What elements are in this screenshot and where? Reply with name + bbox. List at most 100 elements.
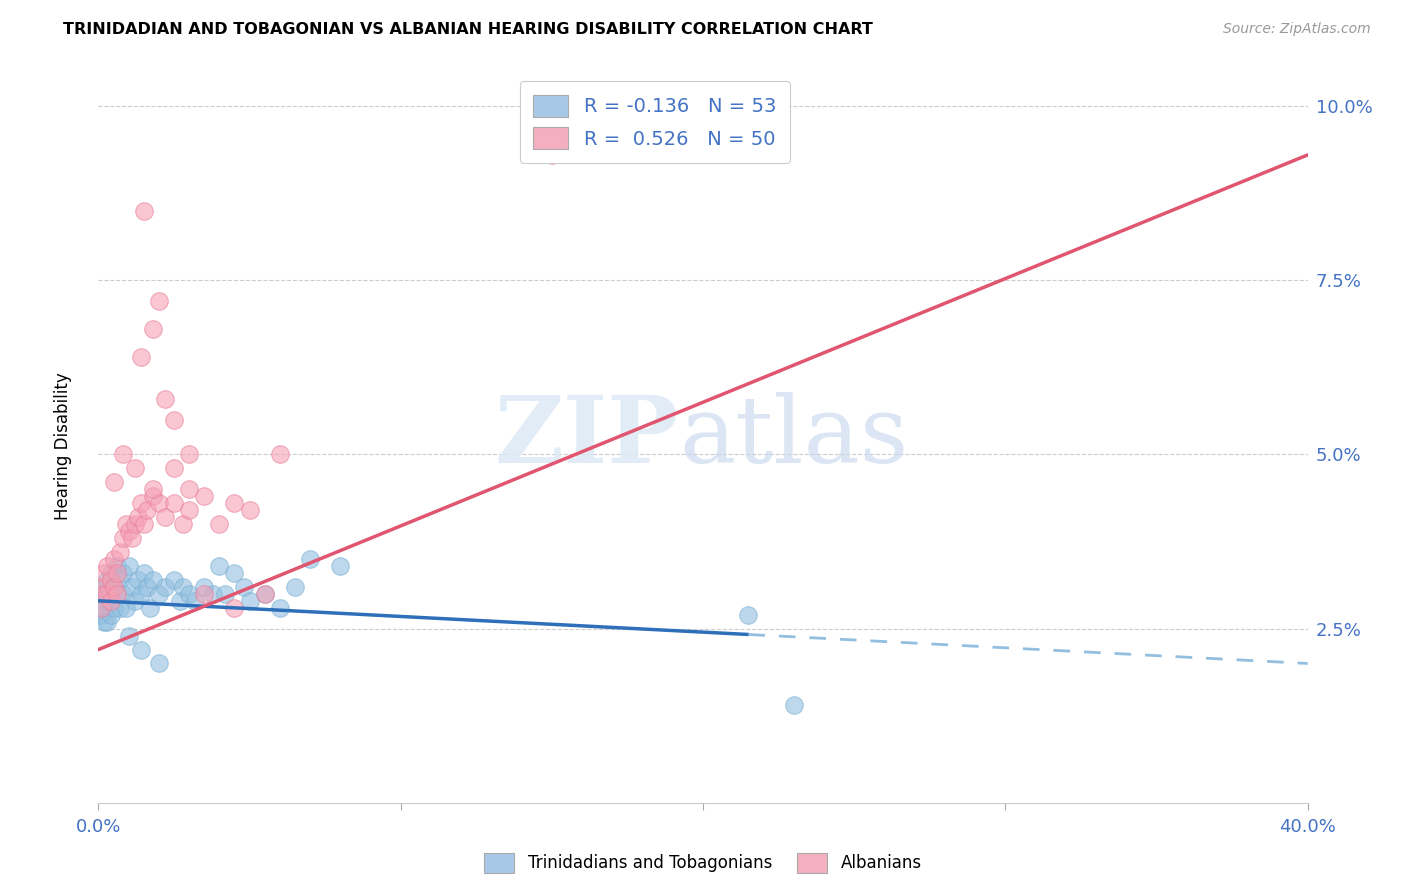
Point	[179, 503, 201, 517]
Point	[96, 558, 118, 573]
Point	[737, 607, 759, 622]
Point	[135, 503, 157, 517]
Point	[90, 607, 112, 622]
Point	[172, 517, 194, 532]
Point	[214, 587, 236, 601]
Point	[93, 566, 115, 580]
Point	[148, 587, 170, 601]
Point	[169, 594, 191, 608]
Point	[93, 587, 115, 601]
Point	[121, 580, 143, 594]
Point	[179, 483, 201, 497]
Point	[96, 615, 118, 629]
Point	[100, 566, 122, 580]
Point	[163, 412, 186, 426]
Point	[103, 580, 125, 594]
Point	[193, 489, 215, 503]
Point	[103, 552, 125, 566]
Text: TRINIDADIAN AND TOBAGONIAN VS ALBANIAN HEARING DISABILITY CORRELATION CHART: TRINIDADIAN AND TOBAGONIAN VS ALBANIAN H…	[63, 22, 873, 37]
Point	[142, 489, 165, 503]
Point	[184, 594, 207, 608]
Point	[232, 580, 254, 594]
Point	[129, 496, 152, 510]
Point	[103, 580, 125, 594]
Point	[253, 587, 276, 601]
Point	[224, 566, 246, 580]
Point	[90, 600, 112, 615]
Point	[111, 448, 134, 462]
Point	[299, 552, 322, 566]
Point	[129, 587, 152, 601]
Point	[153, 392, 176, 406]
Point	[105, 566, 128, 580]
Point	[127, 573, 149, 587]
Point	[118, 524, 141, 538]
Point	[96, 573, 118, 587]
Point	[108, 600, 131, 615]
Point	[127, 510, 149, 524]
Point	[253, 587, 276, 601]
Point	[100, 594, 122, 608]
Point	[139, 600, 162, 615]
Point	[124, 517, 146, 532]
Legend: R = -0.136   N = 53, R =  0.526   N = 50: R = -0.136 N = 53, R = 0.526 N = 50	[520, 81, 790, 163]
Point	[142, 483, 165, 497]
Point	[208, 517, 231, 532]
Point	[96, 587, 118, 601]
Point	[163, 461, 186, 475]
Point	[179, 448, 201, 462]
Point	[129, 642, 152, 657]
Point	[179, 587, 201, 601]
Point	[224, 496, 246, 510]
Point	[142, 322, 165, 336]
Point	[148, 657, 170, 671]
Point	[100, 607, 122, 622]
Text: Hearing Disability: Hearing Disability	[55, 372, 72, 520]
Point	[108, 573, 131, 587]
Point	[172, 580, 194, 594]
Point	[153, 580, 176, 594]
Point	[93, 615, 115, 629]
Point	[208, 558, 231, 573]
Point	[135, 580, 157, 594]
Point	[132, 203, 155, 218]
Point	[224, 600, 246, 615]
Point	[114, 517, 136, 532]
Point	[93, 580, 115, 594]
Point	[129, 350, 152, 364]
Point	[269, 448, 291, 462]
Point	[90, 580, 112, 594]
Point	[118, 629, 141, 643]
Point	[148, 294, 170, 309]
Point	[118, 558, 141, 573]
Point	[148, 496, 170, 510]
Point	[193, 587, 215, 601]
Point	[121, 531, 143, 545]
Point	[153, 510, 176, 524]
Point	[142, 573, 165, 587]
Point	[202, 587, 225, 601]
Point	[329, 558, 352, 573]
Point	[132, 566, 155, 580]
Point	[108, 545, 131, 559]
Point	[111, 587, 134, 601]
Point	[105, 558, 128, 573]
Point	[103, 600, 125, 615]
Point	[100, 573, 122, 587]
Text: ZIP: ZIP	[495, 392, 679, 482]
Point	[96, 594, 118, 608]
Legend: Trinidadians and Tobagonians, Albanians: Trinidadians and Tobagonians, Albanians	[478, 847, 928, 880]
Text: atlas: atlas	[679, 392, 908, 482]
Point	[783, 698, 806, 713]
Point	[269, 600, 291, 615]
Point	[105, 587, 128, 601]
Point	[124, 461, 146, 475]
Point	[100, 587, 122, 601]
Point	[239, 594, 262, 608]
Point	[193, 580, 215, 594]
Text: Source: ZipAtlas.com: Source: ZipAtlas.com	[1223, 22, 1371, 37]
Point	[105, 587, 128, 601]
Point	[163, 496, 186, 510]
Point	[90, 587, 112, 601]
Point	[540, 148, 562, 162]
